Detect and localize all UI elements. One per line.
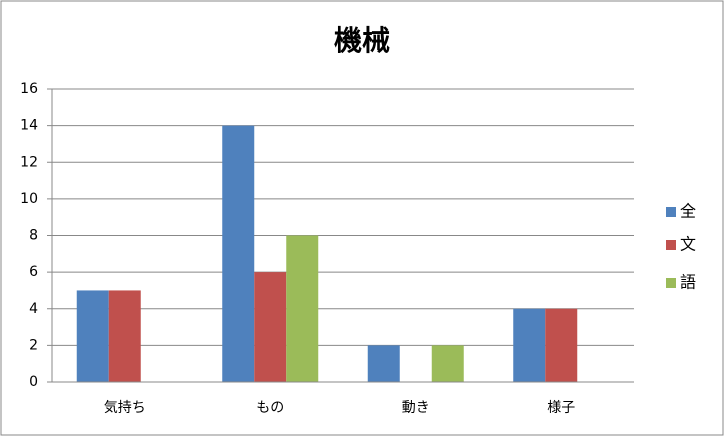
legend-label: 語 (680, 273, 696, 292)
bar (513, 308, 546, 382)
y-tick-label: 0 (29, 374, 38, 390)
x-tick-label: 様子 (547, 400, 575, 416)
y-tick-label: 2 (29, 337, 38, 353)
y-tick-label: 8 (29, 228, 38, 244)
legend-swatch (666, 207, 676, 217)
bar (254, 272, 287, 382)
legend-label: 文 (680, 235, 696, 254)
bar (76, 290, 109, 382)
x-tick-label: 動き (402, 400, 430, 416)
y-tick-label: 12 (20, 154, 38, 170)
x-tick-label: もの (256, 400, 284, 416)
y-tick-label: 10 (20, 191, 38, 207)
y-tick-label: 4 (29, 301, 38, 317)
bar (222, 125, 255, 382)
legend-swatch (666, 278, 676, 288)
legend-swatch (666, 240, 676, 250)
y-tick-label: 6 (29, 264, 38, 280)
x-tick-label: 気持ち (104, 400, 146, 416)
y-tick-label: 14 (20, 118, 38, 134)
bar (431, 345, 464, 382)
bar (286, 235, 319, 382)
y-tick-label: 16 (20, 81, 38, 97)
bar (545, 308, 578, 382)
bar (108, 290, 141, 382)
bar (367, 345, 400, 382)
legend-label: 全 (680, 202, 696, 221)
chart-title: 機械 (334, 24, 390, 57)
